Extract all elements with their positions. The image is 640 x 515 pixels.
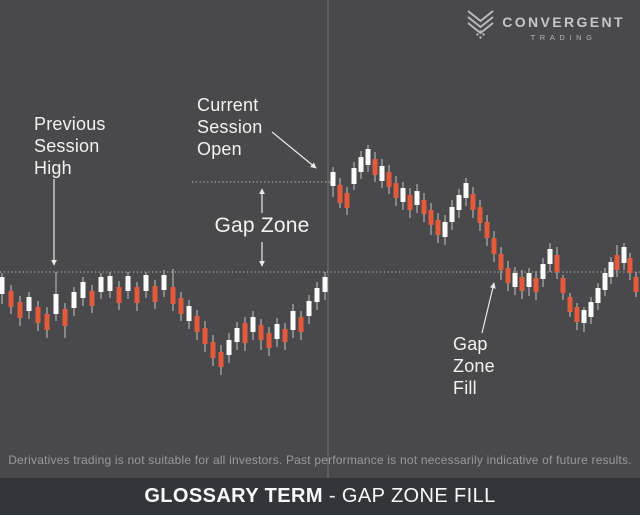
current-session-open-label: Current Session Open [197,95,263,159]
current-session-open-arrow [271,131,317,169]
logo-subtitle: TRADING [530,33,597,42]
chart-canvas [0,0,640,478]
glossary-term-value: - GAP ZONE FILL [328,485,496,507]
candlestick-layer [0,145,639,375]
logo-name: CONVERGENT [502,14,625,30]
gap-zone-fill-arrow [481,282,496,334]
disclaimer-text: Derivatives trading is not suitable for … [8,453,632,467]
convergent-logo: CONVERGENT TRADING [467,10,625,42]
gap-zone-fill-label: Gap Zone Fill [453,334,495,398]
chevron-logo-icon [467,10,494,39]
glossary-term-label: GLOSSARY TERM [144,485,323,507]
gap-zone-label: Gap Zone [214,214,310,237]
previous-session-high-label: Previous Session High [34,114,106,178]
footer-bar: GLOSSARY TERM - GAP ZONE FILL [0,478,640,515]
